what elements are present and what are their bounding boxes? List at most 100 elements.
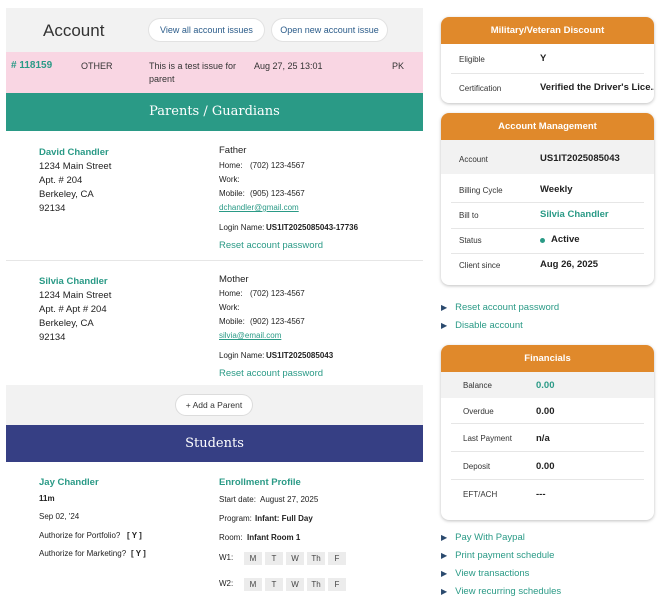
account-header: Account View all account issues Open new…: [6, 8, 423, 52]
divider: [451, 253, 644, 254]
parent-address-line: Apt. # 204: [39, 175, 83, 186]
bill-to-link[interactable]: Silvia Chandler: [540, 209, 609, 220]
divider: [451, 451, 644, 452]
reset-password-link[interactable]: Reset account password: [219, 240, 324, 251]
parent-address-line: Berkeley, CA: [39, 318, 94, 329]
room-label: Room:: [219, 533, 243, 542]
program-label: Program:: [219, 514, 252, 523]
link-label: View transactions: [455, 568, 530, 579]
last-payment-value: n/a: [536, 433, 550, 444]
client-since-value: Aug 26, 2025: [540, 259, 599, 270]
issue-id-link[interactable]: # 118159: [11, 60, 53, 71]
financials-card: Financials Balance 0.00 Overdue 0.00 Las…: [441, 345, 654, 520]
parent-relation: Father: [219, 145, 247, 156]
login-name: US1IT2025085043: [266, 351, 334, 360]
day-cell: Th: [307, 578, 325, 591]
account-management-card: Account Management Account US1IT20250850…: [441, 113, 654, 285]
disable-account-link[interactable]: ▶ Disable account: [441, 320, 523, 331]
issue-description-line2: parent: [149, 74, 175, 84]
link-label: View recurring schedules: [455, 586, 562, 597]
student-age: 11m: [39, 494, 55, 503]
overdue-value: 0.00: [536, 406, 555, 417]
bill-to-label: Bill to: [459, 211, 479, 220]
start-date-value: August 27, 2025: [260, 495, 319, 504]
status-dot-icon: [540, 238, 545, 243]
triangle-right-icon: ▶: [441, 569, 448, 578]
view-all-issues-button[interactable]: View all account issues: [149, 19, 264, 41]
day-cell: F: [328, 578, 346, 591]
parent-email-link[interactable]: silvia@email.com: [219, 331, 282, 340]
parent-relation: Mother: [219, 274, 249, 285]
login-name: US1IT2025085043-17736: [266, 223, 359, 232]
balance-value: 0.00: [536, 380, 555, 391]
portfolio-value: [ Y ]: [127, 531, 142, 540]
divider: [451, 73, 644, 74]
link-label: Pay With Paypal: [455, 532, 525, 543]
parent-card: David Chandler 1234 Main Street Apt. # 2…: [6, 131, 423, 260]
parent-address-line: 1234 Main Street: [39, 290, 112, 301]
eligible-value: Y: [540, 53, 547, 64]
add-parent-button[interactable]: + Add a Parent: [176, 395, 252, 415]
home-phone: (702) 123-4567: [250, 161, 305, 170]
day-cell: M: [244, 552, 262, 565]
mobile-label: Mobile:: [219, 317, 245, 326]
room-value: Infant Room 1: [247, 533, 301, 542]
view-transactions-link[interactable]: ▶ View transactions: [441, 568, 529, 579]
login-label: Login Name:: [219, 223, 265, 232]
parent-address-line: Berkeley, CA: [39, 189, 94, 200]
account-value: US1IT2025085043: [540, 153, 620, 164]
open-new-issue-button[interactable]: Open new account issue: [272, 19, 387, 41]
day-cell: W: [286, 578, 304, 591]
eft-ach-label: EFT/ACH: [463, 490, 498, 499]
divider: [451, 423, 644, 424]
pay-with-paypal-link[interactable]: ▶ Pay With Paypal: [441, 532, 525, 543]
print-payment-schedule-link[interactable]: ▶ Print payment schedule: [441, 550, 554, 561]
triangle-right-icon: ▶: [441, 533, 448, 542]
account-management-title: Account Management: [441, 113, 654, 140]
day-cell: M: [244, 578, 262, 591]
students-header: Students: [6, 425, 423, 462]
work-label: Work:: [219, 303, 240, 312]
eft-ach-value: ---: [536, 489, 546, 500]
parent-name[interactable]: Silvia Chandler: [39, 276, 108, 287]
balance-row-bg: [441, 372, 654, 398]
home-label: Home:: [219, 289, 243, 298]
account-title: Account: [43, 21, 105, 40]
billing-cycle-value: Weekly: [540, 184, 573, 195]
divider: [451, 202, 644, 203]
deposit-value: 0.00: [536, 461, 555, 472]
reset-password-link[interactable]: Reset account password: [219, 368, 324, 379]
week1-label: W1:: [219, 553, 234, 562]
link-label: Reset account password: [455, 302, 560, 313]
parent-address-line: 92134: [39, 203, 66, 214]
home-label: Home:: [219, 161, 243, 170]
day-cell: F: [328, 552, 346, 565]
enrollment-profile-link[interactable]: Enrollment Profile: [219, 477, 301, 488]
divider: [6, 260, 423, 261]
parent-address-line: 92134: [39, 332, 66, 343]
view-recurring-schedules-link[interactable]: ▶ View recurring schedules: [441, 586, 561, 597]
military-discount-title: Military/Veteran Discount: [441, 17, 654, 44]
certification-value: Verified the Driver's Lice...: [540, 82, 654, 93]
week2-label: W2:: [219, 579, 234, 588]
issue-row[interactable]: # 118159 OTHER This is a test issue for …: [6, 52, 423, 93]
mobile-phone: (905) 123-4567: [250, 189, 305, 198]
triangle-right-icon: ▶: [441, 303, 448, 312]
day-cell: T: [265, 552, 283, 565]
student-card: Jay Chandler 11m Sep 02, '24 Authorize f…: [6, 462, 423, 591]
account-panel: Account View all account issues Open new…: [6, 8, 423, 591]
balance-label: Balance: [463, 381, 492, 390]
parent-email-link[interactable]: dchandler@gmail.com: [219, 203, 299, 212]
triangle-right-icon: ▶: [441, 321, 448, 330]
link-label: Disable account: [455, 320, 523, 331]
issue-type: OTHER: [81, 61, 113, 71]
student-dob: Sep 02, '24: [39, 512, 80, 521]
home-phone: (702) 123-4567: [250, 289, 305, 298]
parent-name[interactable]: David Chandler: [39, 147, 109, 158]
issue-description: This is a test issue for: [149, 61, 237, 71]
student-name[interactable]: Jay Chandler: [39, 477, 99, 488]
login-label: Login Name:: [219, 351, 265, 360]
reset-account-password-link[interactable]: ▶ Reset account password: [441, 302, 559, 313]
work-label: Work:: [219, 175, 240, 184]
divider: [451, 479, 644, 480]
